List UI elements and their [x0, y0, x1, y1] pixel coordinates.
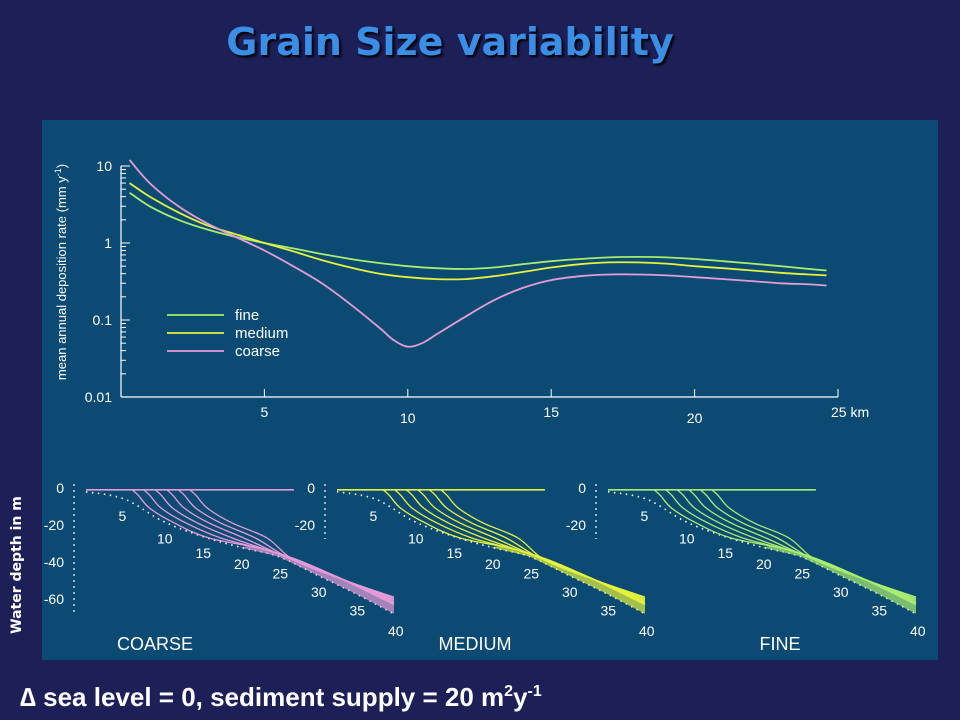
distance-label: 35 [601, 602, 617, 618]
initial-bathymetry-fine [607, 490, 917, 615]
depth-tick-label: -20 [566, 517, 586, 533]
depth-tick-label: 0 [578, 480, 586, 496]
y-tick-label: 1 [104, 235, 112, 251]
distance-label: 10 [679, 530, 695, 546]
footer-caption: ∆ sea level = 0, sediment supply = 20 m2… [20, 682, 542, 713]
x-tick-label: 25 km [831, 404, 869, 420]
profile-title-fine: FINE [759, 634, 800, 654]
sediment-wedge-coarse [240, 545, 394, 614]
x-tick-label: 5 [261, 404, 269, 420]
depth-tick-label: -20 [295, 517, 315, 533]
distance-label: 30 [833, 584, 849, 600]
series-medium-line [129, 182, 827, 281]
depth-tick-label: -40 [44, 554, 64, 570]
y-tick-label: 10 [96, 158, 112, 174]
distance-label: 20 [234, 556, 250, 572]
footer-sup-1: 2 [504, 683, 514, 700]
x-tick-label: 20 [687, 410, 703, 426]
distance-label: 25 [795, 565, 811, 581]
sediment-wedge-medium [491, 545, 645, 614]
profile-title-coarse: COARSE [117, 634, 193, 654]
clinoform-line-fine [711, 489, 917, 598]
distance-label: 35 [872, 602, 888, 618]
footer-sup-2: -1 [527, 683, 542, 700]
distance-label: 25 [273, 565, 289, 581]
y-tick-label: 0.1 [93, 312, 113, 328]
profile-title-medium: MEDIUM [439, 634, 512, 654]
clinoform-line-coarse [189, 489, 395, 598]
water-depth-label: Water depth in m [6, 470, 28, 660]
distance-label: 15 [718, 545, 734, 561]
distance-label: 5 [119, 508, 127, 524]
x-tick-label: 10 [400, 410, 416, 426]
clinoform-line-medium [440, 489, 646, 598]
legend-label-fine: fine [235, 307, 259, 324]
distance-label: 15 [447, 545, 463, 561]
distance-label: 25 [524, 565, 540, 581]
depth-tick-label: 0 [307, 480, 315, 496]
series-fine-line [129, 191, 827, 272]
distance-label: 20 [485, 556, 501, 572]
initial-bathymetry-coarse [85, 490, 395, 615]
legend-label-coarse: coarse [235, 343, 280, 360]
footer-prefix: ∆ sea level = 0, sediment supply = 20 m [20, 682, 505, 712]
distance-label: 10 [157, 530, 173, 546]
depth-tick-label: -60 [44, 591, 64, 607]
distance-label: 10 [408, 530, 424, 546]
y-axis-label: mean annual deposition rate (mm y-1) [53, 164, 69, 380]
distance-label: 40 [639, 623, 655, 639]
distance-label: 5 [370, 508, 378, 524]
legend-label-medium: medium [235, 325, 288, 342]
series-coarse-line [128, 159, 827, 348]
distance-label: 40 [910, 623, 926, 639]
distance-label: 30 [311, 584, 327, 600]
distance-label: 20 [756, 556, 772, 572]
footer-mid: y [513, 682, 528, 712]
depth-tick-label: -20 [44, 517, 64, 533]
distance-label: 15 [196, 545, 212, 561]
depth-tick-label: 0 [56, 480, 64, 496]
water-depth-label-text: Water depth in m [9, 496, 25, 634]
page-title: Grain Size variability [226, 20, 674, 64]
sediment-wedge-fine [762, 545, 916, 614]
distance-label: 30 [562, 584, 578, 600]
figure-panel [42, 120, 938, 660]
x-tick-label: 15 [543, 404, 559, 420]
distance-label: 5 [641, 508, 649, 524]
y-tick-label: 0.01 [85, 389, 112, 405]
distance-label: 40 [388, 623, 404, 639]
distance-label: 35 [350, 602, 366, 618]
